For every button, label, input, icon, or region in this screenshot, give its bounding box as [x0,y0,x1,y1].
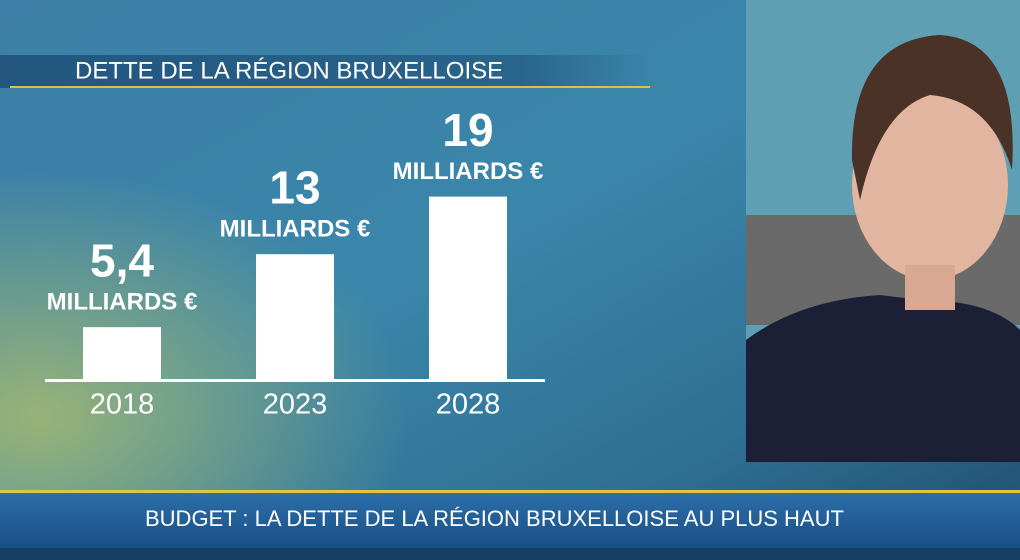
presenter-video [746,0,1020,462]
ticker-text: BUDGET : LA DETTE DE LA RÉGION BRUXELLOI… [145,506,844,531]
x-tick-label: 2018 [90,389,155,421]
value-label: 13 [269,161,320,213]
chart-title: DETTE DE LA RÉGION BRUXELLOISE [75,57,503,84]
title-underline [10,86,650,88]
value-label: 19 [442,104,493,156]
ticker-rule [0,490,1020,493]
bar [429,196,507,379]
baseline [45,379,545,382]
unit-label: MILLIARDS € [47,289,198,316]
value-label: 5,4 [90,234,154,286]
x-tick-label: 2028 [436,389,501,421]
unit-label: MILLIARDS € [220,216,371,243]
unit-label: MILLIARDS € [393,158,544,185]
x-tick-label: 2023 [263,389,328,421]
chart: 2018 5,4 MILLIARDS € 2023 13 MILLIARDS € 2028 1… [45,104,545,421]
title-bar [0,55,650,88]
bar [83,327,161,379]
ticker-bar [0,493,1020,548]
bar [256,254,334,379]
ticker-foot [0,548,1020,560]
